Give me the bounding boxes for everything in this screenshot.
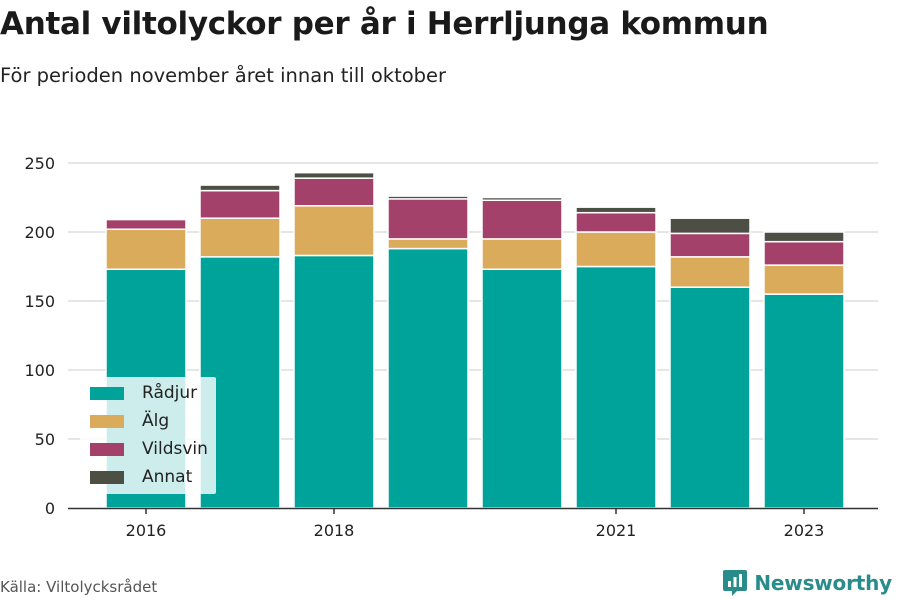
bar-2018-älg	[293, 205, 375, 257]
bar-2020-annat	[481, 196, 563, 202]
y-tick-label-100: 100	[24, 361, 55, 380]
bar-2022-vildsvin	[669, 232, 751, 258]
bar-2018-rådjur	[293, 254, 375, 509]
legend-item-annat: Annat	[90, 466, 192, 488]
legend-swatch-radjur	[90, 386, 124, 400]
bar-2019-älg	[387, 238, 469, 250]
bar-2022-älg	[669, 256, 751, 288]
bar-2023-rådjur	[763, 293, 845, 509]
legend-item-alg: Älg	[90, 410, 169, 432]
bar-2020-rådjur	[481, 268, 563, 509]
brand-logo[interactable]: Newsworthy	[722, 568, 892, 598]
chart-title: Antal viltolyckor per år i Herrljunga ko…	[0, 6, 769, 42]
brand-name: Newsworthy	[754, 571, 892, 595]
bar-2016-vildsvin	[105, 218, 187, 230]
legend-swatch-vildsvin	[90, 442, 124, 456]
y-tick-label-250: 250	[24, 154, 55, 173]
x-tick-label-2021: 2021	[596, 521, 637, 540]
bar-2023-älg	[763, 264, 845, 295]
chart-subtitle: För perioden november året innan till ok…	[0, 64, 447, 87]
source-note: Källa: Viltolycksrådet	[0, 578, 158, 596]
bar-2021-annat	[575, 206, 657, 214]
bar-2021-rådjur	[575, 265, 657, 509]
bar-2023-vildsvin	[763, 240, 845, 266]
bar-2019-annat	[387, 195, 469, 200]
bar-2022-annat	[669, 217, 751, 235]
legend-label-alg: Älg	[142, 411, 170, 431]
x-tick-label-2023: 2023	[784, 521, 825, 540]
bar-2020-vildsvin	[481, 199, 563, 240]
newsworthy-logo-icon	[723, 570, 748, 596]
bar-2016-älg	[105, 228, 187, 271]
bar-2023-annat	[763, 231, 845, 243]
bar-2017-vildsvin	[199, 189, 281, 219]
legend-item-vildsvin: Vildsvin	[90, 438, 208, 460]
bar-2020-älg	[481, 238, 563, 271]
bar-2018-vildsvin	[293, 177, 375, 207]
bar-2021-älg	[575, 231, 657, 268]
y-tick-label-200: 200	[24, 223, 55, 242]
bar-2019-rådjur	[387, 247, 469, 509]
bar-2017-älg	[199, 217, 281, 258]
bars	[105, 171, 845, 509]
x-tick-label-2018: 2018	[314, 521, 355, 540]
legend-label-radjur: Rådjur	[142, 383, 198, 403]
legend-label-vildsvin: Vildsvin	[142, 439, 208, 459]
bar-2019-vildsvin	[387, 198, 469, 240]
axes: 0 50 100 150 200 250 2016 2018 2021 2023	[24, 154, 878, 540]
bar-2018-annat	[293, 171, 375, 179]
x-tick-label-2016: 2016	[126, 521, 167, 540]
legend-item-radjur: Rådjur	[90, 382, 197, 404]
bar-2021-vildsvin	[575, 211, 657, 233]
legend-swatch-alg	[90, 414, 124, 428]
bar-2017-annat	[199, 184, 281, 192]
legend-label-annat: Annat	[142, 467, 193, 487]
y-tick-label-0: 0	[45, 499, 55, 518]
y-tick-label-50: 50	[35, 430, 55, 449]
y-tick-label-150: 150	[24, 292, 55, 311]
legend-swatch-annat	[90, 470, 124, 484]
bar-2022-rådjur	[669, 286, 751, 509]
legend: Rådjur Älg Vildsvin Annat	[80, 377, 216, 494]
